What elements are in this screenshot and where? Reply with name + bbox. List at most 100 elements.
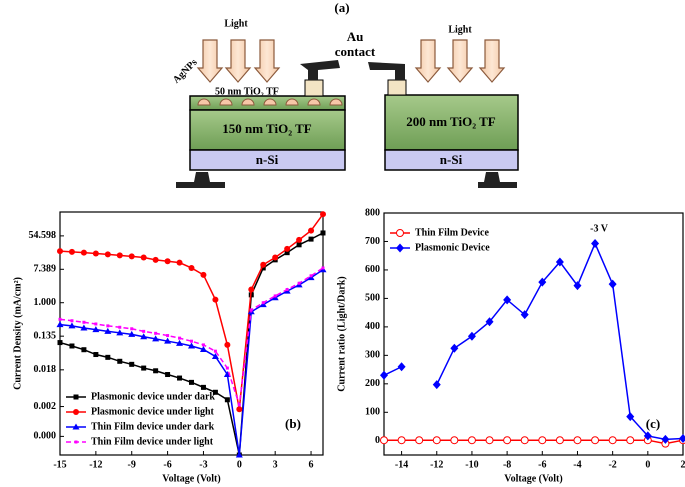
marker bbox=[68, 248, 75, 255]
contact-label: Au bbox=[347, 29, 364, 44]
y-tick-label: 7.389 bbox=[34, 264, 57, 275]
panel-label: (a) bbox=[334, 0, 349, 15]
x-tick-label: -14 bbox=[395, 459, 408, 470]
marker bbox=[260, 261, 267, 268]
light-label: Light bbox=[224, 18, 248, 29]
marker bbox=[80, 249, 87, 256]
marker bbox=[152, 256, 159, 263]
x-tick-label: -12 bbox=[430, 459, 443, 470]
marker bbox=[118, 325, 122, 329]
marker bbox=[189, 379, 194, 385]
light-arrows bbox=[196, 39, 506, 83]
marker bbox=[128, 330, 136, 337]
marker bbox=[397, 436, 406, 445]
marker bbox=[164, 258, 171, 265]
marker bbox=[188, 264, 195, 271]
annotation: -3 V bbox=[590, 223, 609, 234]
x-tick-label: 3 bbox=[273, 459, 278, 470]
marker bbox=[57, 248, 63, 255]
legend-label: Thin Film Device bbox=[415, 227, 489, 238]
y-tick-label: 100 bbox=[365, 407, 380, 418]
y-axis-label: Current Density (mA/cm²) bbox=[12, 277, 23, 390]
marker bbox=[308, 227, 315, 234]
marker bbox=[73, 394, 79, 400]
marker bbox=[321, 266, 325, 270]
marker bbox=[520, 310, 529, 320]
marker bbox=[503, 295, 512, 305]
marker bbox=[380, 436, 388, 445]
marker bbox=[296, 242, 302, 248]
marker bbox=[56, 321, 64, 328]
marker bbox=[503, 436, 512, 445]
x-tick-label: -4 bbox=[573, 459, 581, 470]
marker bbox=[164, 337, 172, 344]
marker bbox=[224, 341, 231, 348]
marker bbox=[190, 339, 193, 343]
x-tick-label: -6 bbox=[163, 459, 171, 470]
left-device bbox=[176, 60, 346, 188]
marker bbox=[235, 451, 243, 458]
layer-label: 200 nm TiO₂ TF bbox=[406, 114, 496, 129]
marker bbox=[308, 236, 314, 242]
marker bbox=[177, 375, 183, 381]
marker bbox=[260, 265, 266, 271]
marker bbox=[380, 370, 388, 380]
x-tick-label: 0 bbox=[645, 459, 650, 470]
marker bbox=[591, 436, 600, 445]
y-tick-label: 300 bbox=[365, 350, 380, 361]
marker bbox=[152, 335, 160, 342]
layer-label: 50 nm TiO₂ TF bbox=[215, 86, 279, 97]
right-device bbox=[368, 62, 519, 188]
y-tick-label: 600 bbox=[365, 264, 380, 275]
series-line bbox=[384, 439, 684, 445]
marker bbox=[104, 327, 112, 334]
marker bbox=[106, 324, 110, 328]
marker bbox=[116, 252, 123, 259]
marker bbox=[199, 345, 207, 352]
marker bbox=[272, 254, 279, 261]
legend-label: Plasmonic device under light bbox=[91, 406, 215, 417]
x-tick-label: -9 bbox=[128, 459, 136, 470]
y-tick-label: 0.135 bbox=[34, 330, 57, 341]
marker bbox=[129, 361, 135, 367]
chart: -14 -12 -10 -8 -6 -4 -2 0 2 0 100 200 300 400 500 600 70… bbox=[336, 207, 685, 484]
marker bbox=[94, 322, 98, 326]
marker bbox=[80, 324, 88, 331]
x-tick-label: 6 bbox=[309, 459, 314, 470]
legend-label: Plasmonic Device bbox=[415, 242, 490, 253]
marker bbox=[450, 343, 459, 353]
marker bbox=[573, 436, 582, 445]
agnps-label: AgNPs bbox=[171, 57, 200, 86]
light-label: Light bbox=[448, 24, 472, 35]
marker bbox=[212, 389, 218, 395]
marker bbox=[485, 436, 494, 445]
marker bbox=[248, 286, 255, 293]
marker bbox=[92, 326, 100, 333]
contact-label: contact bbox=[335, 44, 376, 59]
marker bbox=[284, 245, 291, 252]
marker bbox=[679, 433, 685, 443]
panel-label: (c) bbox=[646, 416, 660, 431]
marker bbox=[140, 333, 148, 340]
marker bbox=[573, 281, 582, 291]
marker bbox=[74, 440, 78, 444]
marker bbox=[273, 294, 277, 298]
marker bbox=[538, 277, 547, 287]
marker bbox=[82, 320, 86, 324]
marker bbox=[176, 339, 184, 346]
x-tick-label: -2 bbox=[608, 459, 616, 470]
marker bbox=[608, 436, 617, 445]
series-line bbox=[59, 267, 324, 406]
marker bbox=[154, 331, 158, 335]
layer-label: 150 nm TiO₂ TF bbox=[222, 121, 312, 136]
marker bbox=[72, 423, 80, 430]
marker bbox=[141, 365, 147, 371]
marker bbox=[309, 274, 313, 278]
marker bbox=[211, 352, 219, 359]
y-tick-label: 1.000 bbox=[34, 297, 57, 308]
marker bbox=[178, 336, 182, 340]
substrate-label: n-Si bbox=[256, 152, 279, 167]
marker bbox=[396, 229, 404, 237]
y-tick-label: 500 bbox=[365, 293, 380, 304]
plot-frame bbox=[59, 211, 324, 456]
